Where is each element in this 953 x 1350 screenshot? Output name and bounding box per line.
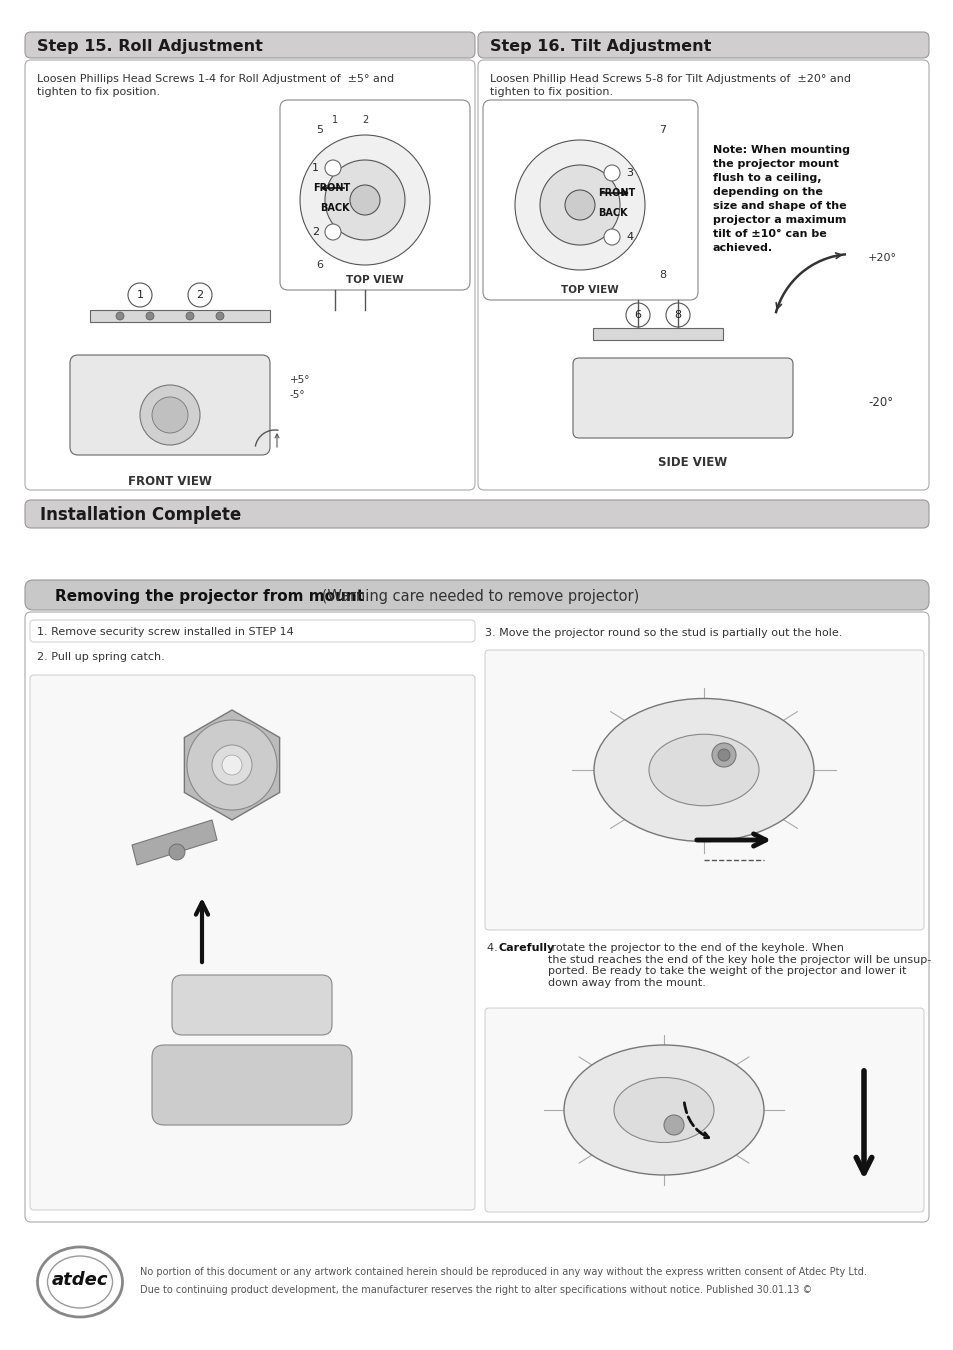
Circle shape: [128, 284, 152, 306]
FancyBboxPatch shape: [25, 612, 928, 1222]
Text: Removing the projector from mount: Removing the projector from mount: [55, 589, 364, 603]
FancyBboxPatch shape: [30, 675, 475, 1210]
Text: BACK: BACK: [320, 202, 350, 213]
Circle shape: [140, 385, 200, 446]
Ellipse shape: [515, 140, 644, 270]
Text: 2. Pull up spring catch.: 2. Pull up spring catch.: [37, 652, 165, 662]
Ellipse shape: [539, 165, 619, 244]
Circle shape: [325, 161, 340, 176]
FancyBboxPatch shape: [477, 59, 928, 490]
Text: FRONT: FRONT: [313, 184, 350, 193]
FancyBboxPatch shape: [172, 975, 332, 1035]
Text: No portion of this document or any artwork contained herein should be reproduced: No portion of this document or any artwo…: [140, 1268, 866, 1277]
Polygon shape: [184, 710, 279, 819]
Text: 8: 8: [674, 310, 680, 320]
Text: Note: When mounting
the projector mount
flush to a ceiling,
depending on the
siz: Note: When mounting the projector mount …: [712, 144, 849, 252]
Circle shape: [187, 720, 276, 810]
Text: 2: 2: [361, 115, 368, 126]
Circle shape: [711, 743, 735, 767]
FancyBboxPatch shape: [482, 100, 698, 300]
FancyBboxPatch shape: [25, 500, 928, 528]
FancyBboxPatch shape: [573, 358, 792, 437]
Circle shape: [116, 312, 124, 320]
Bar: [593, 328, 722, 340]
Circle shape: [718, 749, 729, 761]
Ellipse shape: [564, 190, 595, 220]
Circle shape: [222, 755, 242, 775]
Ellipse shape: [37, 1247, 122, 1318]
Text: rotate the projector to the end of the keyhole. When
the stud reaches the end of: rotate the projector to the end of the k…: [547, 944, 930, 988]
FancyBboxPatch shape: [70, 355, 270, 455]
Text: +20°: +20°: [867, 252, 896, 263]
Circle shape: [665, 302, 689, 327]
Text: atdec: atdec: [51, 1270, 108, 1289]
Ellipse shape: [648, 734, 759, 806]
Ellipse shape: [563, 1045, 763, 1174]
FancyBboxPatch shape: [484, 1008, 923, 1212]
Text: 7: 7: [659, 126, 666, 135]
FancyBboxPatch shape: [484, 649, 923, 930]
Text: FRONT: FRONT: [598, 188, 635, 198]
Text: 6: 6: [634, 310, 640, 320]
Ellipse shape: [325, 161, 405, 240]
Text: (Warning care needed to remove projector): (Warning care needed to remove projector…: [316, 589, 639, 603]
Text: Loosen Phillip Head Screws 5-8 for Tilt Adjustments of  ±20° and
tighten to fix : Loosen Phillip Head Screws 5-8 for Tilt …: [490, 74, 850, 97]
Ellipse shape: [350, 185, 379, 215]
FancyBboxPatch shape: [25, 32, 475, 58]
Circle shape: [169, 844, 185, 860]
Text: Step 16. Tilt Adjustment: Step 16. Tilt Adjustment: [490, 39, 711, 54]
Circle shape: [146, 312, 153, 320]
FancyBboxPatch shape: [477, 32, 928, 58]
FancyBboxPatch shape: [280, 100, 470, 290]
Circle shape: [212, 745, 252, 784]
Text: SIDE VIEW: SIDE VIEW: [658, 456, 727, 468]
Text: 2: 2: [312, 227, 318, 238]
FancyBboxPatch shape: [25, 59, 475, 490]
Circle shape: [603, 165, 619, 181]
Text: 1: 1: [332, 115, 337, 126]
Text: Carefully: Carefully: [498, 944, 555, 953]
Text: 6: 6: [316, 261, 323, 270]
Text: BACK: BACK: [598, 208, 627, 217]
Text: 4: 4: [625, 232, 633, 242]
Ellipse shape: [594, 698, 813, 841]
Text: TOP VIEW: TOP VIEW: [346, 275, 403, 285]
Text: 4.: 4.: [486, 944, 500, 953]
Text: 1: 1: [312, 163, 318, 173]
Text: Loosen Phillips Head Screws 1-4 for Roll Adjustment of  ±5° and
tighten to fix p: Loosen Phillips Head Screws 1-4 for Roll…: [37, 74, 394, 97]
Ellipse shape: [299, 135, 430, 265]
Text: +5°: +5°: [290, 375, 310, 385]
Text: Step 15. Roll Adjustment: Step 15. Roll Adjustment: [37, 39, 263, 54]
Bar: [90, 310, 270, 323]
Polygon shape: [132, 819, 216, 865]
Text: 3: 3: [625, 167, 633, 178]
FancyBboxPatch shape: [30, 620, 475, 643]
Circle shape: [188, 284, 212, 306]
Text: TOP VIEW: TOP VIEW: [560, 285, 618, 296]
Text: FRONT VIEW: FRONT VIEW: [128, 475, 212, 487]
Circle shape: [603, 230, 619, 244]
Circle shape: [152, 397, 188, 433]
Circle shape: [186, 312, 193, 320]
Text: 5: 5: [316, 126, 323, 135]
Circle shape: [215, 312, 224, 320]
Text: 1. Remove security screw installed in STEP 14: 1. Remove security screw installed in ST…: [37, 626, 294, 637]
Text: 1: 1: [136, 290, 143, 300]
FancyBboxPatch shape: [152, 1045, 352, 1125]
Ellipse shape: [614, 1077, 713, 1142]
Ellipse shape: [48, 1256, 112, 1308]
Text: -20°: -20°: [867, 397, 892, 409]
Text: 3. Move the projector round so the stud is partially out the hole.: 3. Move the projector round so the stud …: [484, 628, 841, 639]
Circle shape: [325, 224, 340, 240]
FancyBboxPatch shape: [25, 580, 928, 610]
Text: Due to continuing product development, the manufacturer reserves the right to al: Due to continuing product development, t…: [140, 1285, 811, 1295]
Circle shape: [625, 302, 649, 327]
Circle shape: [663, 1115, 683, 1135]
Text: 2: 2: [196, 290, 203, 300]
Text: -5°: -5°: [290, 390, 305, 400]
Text: 8: 8: [659, 270, 666, 279]
Text: Installation Complete: Installation Complete: [40, 506, 241, 524]
